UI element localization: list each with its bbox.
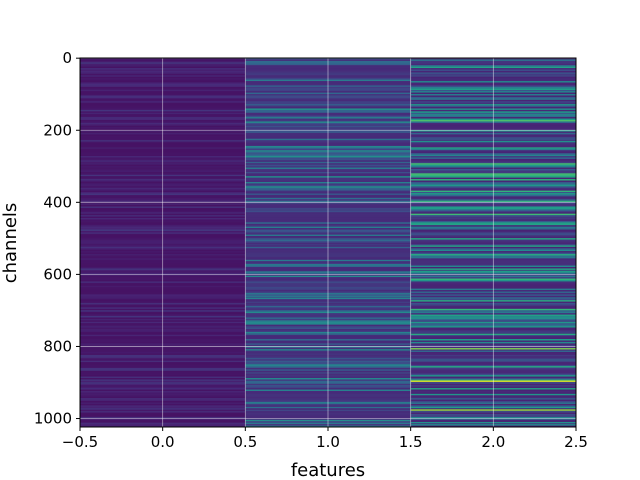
y-tick-label: 200: [43, 121, 72, 139]
x-tick-label: 1.5: [399, 433, 423, 451]
x-tick-label: 0.0: [151, 433, 175, 451]
y-axis-label: channels: [0, 203, 21, 284]
x-tick-label: 2.5: [564, 433, 588, 451]
y-tick-label: 600: [43, 265, 72, 283]
x-tick-label: 1.0: [316, 433, 340, 451]
x-tick-label: 2.0: [481, 433, 505, 451]
y-tick-label: 1000: [34, 410, 72, 428]
y-axis-ticks: 0 200 400 600 800 1000: [34, 49, 80, 428]
x-tick-label: 0.5: [233, 433, 257, 451]
y-tick-label: 800: [43, 337, 72, 355]
x-axis-label: features: [291, 460, 365, 480]
y-tick-label: 0: [62, 49, 72, 67]
y-tick-label: 400: [43, 193, 72, 211]
x-tick-label: −0.5: [62, 433, 98, 451]
x-axis-ticks: −0.5 0.0 0.5 1.0 1.5 2.0 2.5: [62, 427, 588, 451]
